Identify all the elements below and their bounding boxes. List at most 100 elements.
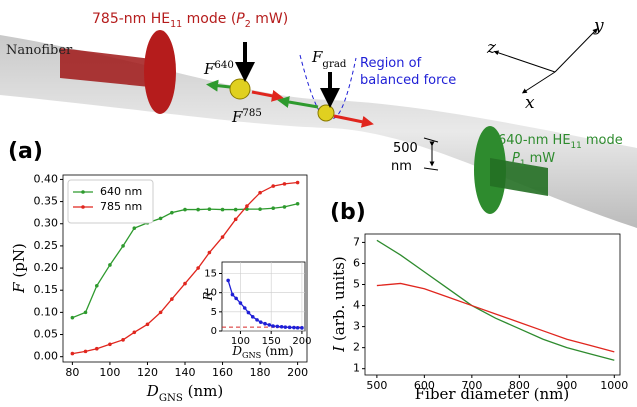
text-part: 2 [245,19,251,30]
y-tick-label: 10 [204,288,217,299]
axis-arrow [554,28,598,73]
text-part: y [593,16,604,36]
data-point [207,207,212,211]
text-part: 500 [393,141,418,156]
y-tick-label: 7 [353,235,360,248]
green-beam [490,158,548,196]
y-tick-label: 0.25 [34,239,59,252]
text-part: F [10,282,28,294]
y-tick-label: 4 [353,299,360,312]
data-point [233,217,238,222]
text-part: Region of [360,56,422,71]
illustration-label: 500 [393,141,418,156]
text-part: x [525,93,535,113]
data-point [83,310,88,315]
axis-arrow [521,71,556,94]
data-point [250,315,255,319]
data-point [287,325,292,330]
text-part: (pN) [10,243,28,282]
data-point [255,318,259,322]
data-point [234,296,238,301]
text-part: (arb. units) [330,256,348,346]
text-part: 11 [571,141,582,151]
x-axis-label: Fiber diameter (nm) [415,385,570,403]
illustration-label: 640-nm HE11 mode [498,133,623,151]
data-point [94,346,99,351]
x-tick-label: 800 [509,379,530,392]
text-part: 640-nm HE [498,133,571,148]
red-mode [144,30,176,114]
y-tick-label: 0.10 [34,305,59,318]
y-axis-label: R [201,291,215,301]
illustration-label: P1 mW [512,151,555,169]
x-tick-label: 500 [366,379,387,392]
text-part: Fiber diameter (nm) [415,385,570,403]
illustration-label: F785 [231,108,262,127]
force-arrow [251,89,284,102]
text-part: R [201,291,215,301]
data-point [271,184,276,188]
y-tick-label: 0.00 [34,350,59,363]
y-tick-label: 15 [204,269,217,280]
data-point [246,310,251,315]
data-point [282,182,287,186]
x-tick-label: 200 [292,336,311,347]
data-point [263,321,267,326]
data-point [132,226,137,230]
data-point [242,306,247,310]
data-point [300,326,304,330]
y-tick-label: 0 [211,326,217,337]
data-point [220,207,225,212]
text-part: GNS [242,350,261,360]
text-part: D [231,344,242,358]
x-tick-label: 140 [175,366,196,379]
x-tick-label: 700 [461,379,482,392]
data-point [158,216,163,221]
data-point [70,351,75,356]
illustration-label: Fgrad [311,48,347,70]
text-part: mode ( [182,11,236,27]
data-point [233,207,238,212]
y-tick-label: 1 [353,362,360,375]
x-tick-label: 200 [287,366,308,379]
x-axis-label: DGNS (nm) [146,382,223,404]
data-point [183,281,187,286]
data-point [158,310,163,315]
axis-arrow [493,50,556,73]
x-tick-label: 160 [212,366,233,379]
y-tick-label: 3 [353,320,360,333]
data-point [238,301,243,305]
text-part: F [203,60,215,78]
data-point [230,292,235,297]
data-point [258,320,263,324]
x-axis-label: DGNS (nm) [231,344,293,361]
data-point [295,180,300,185]
text-part: F [231,108,243,126]
y-tick-label: 5 [211,307,217,318]
data-point [121,244,125,248]
y-tick-label: 0.35 [34,195,59,208]
x-tick-label: 150 [262,336,281,347]
illustration-label: z [486,38,497,58]
y-axis-label: I (arb. units) [330,256,348,353]
data-point [292,325,296,330]
text-part: 640 [214,60,233,71]
data-point [245,207,249,211]
text-part: Nanofiber [6,43,73,58]
illustration [0,28,637,228]
data-point [132,330,137,335]
text-part: mW) [251,11,288,27]
illustration-label: x [525,93,535,113]
force-arrow [277,96,319,109]
data-point [275,324,280,329]
data-point [196,266,200,270]
y-tick-label: 0.05 [34,328,59,341]
data-point [207,250,212,255]
data-point [108,263,112,267]
particle [317,104,335,122]
illustration-label: Nanofiber [6,43,73,58]
data-point [170,297,174,301]
text-part: nm [391,159,412,174]
data-point [258,207,262,211]
data-point [220,235,225,239]
